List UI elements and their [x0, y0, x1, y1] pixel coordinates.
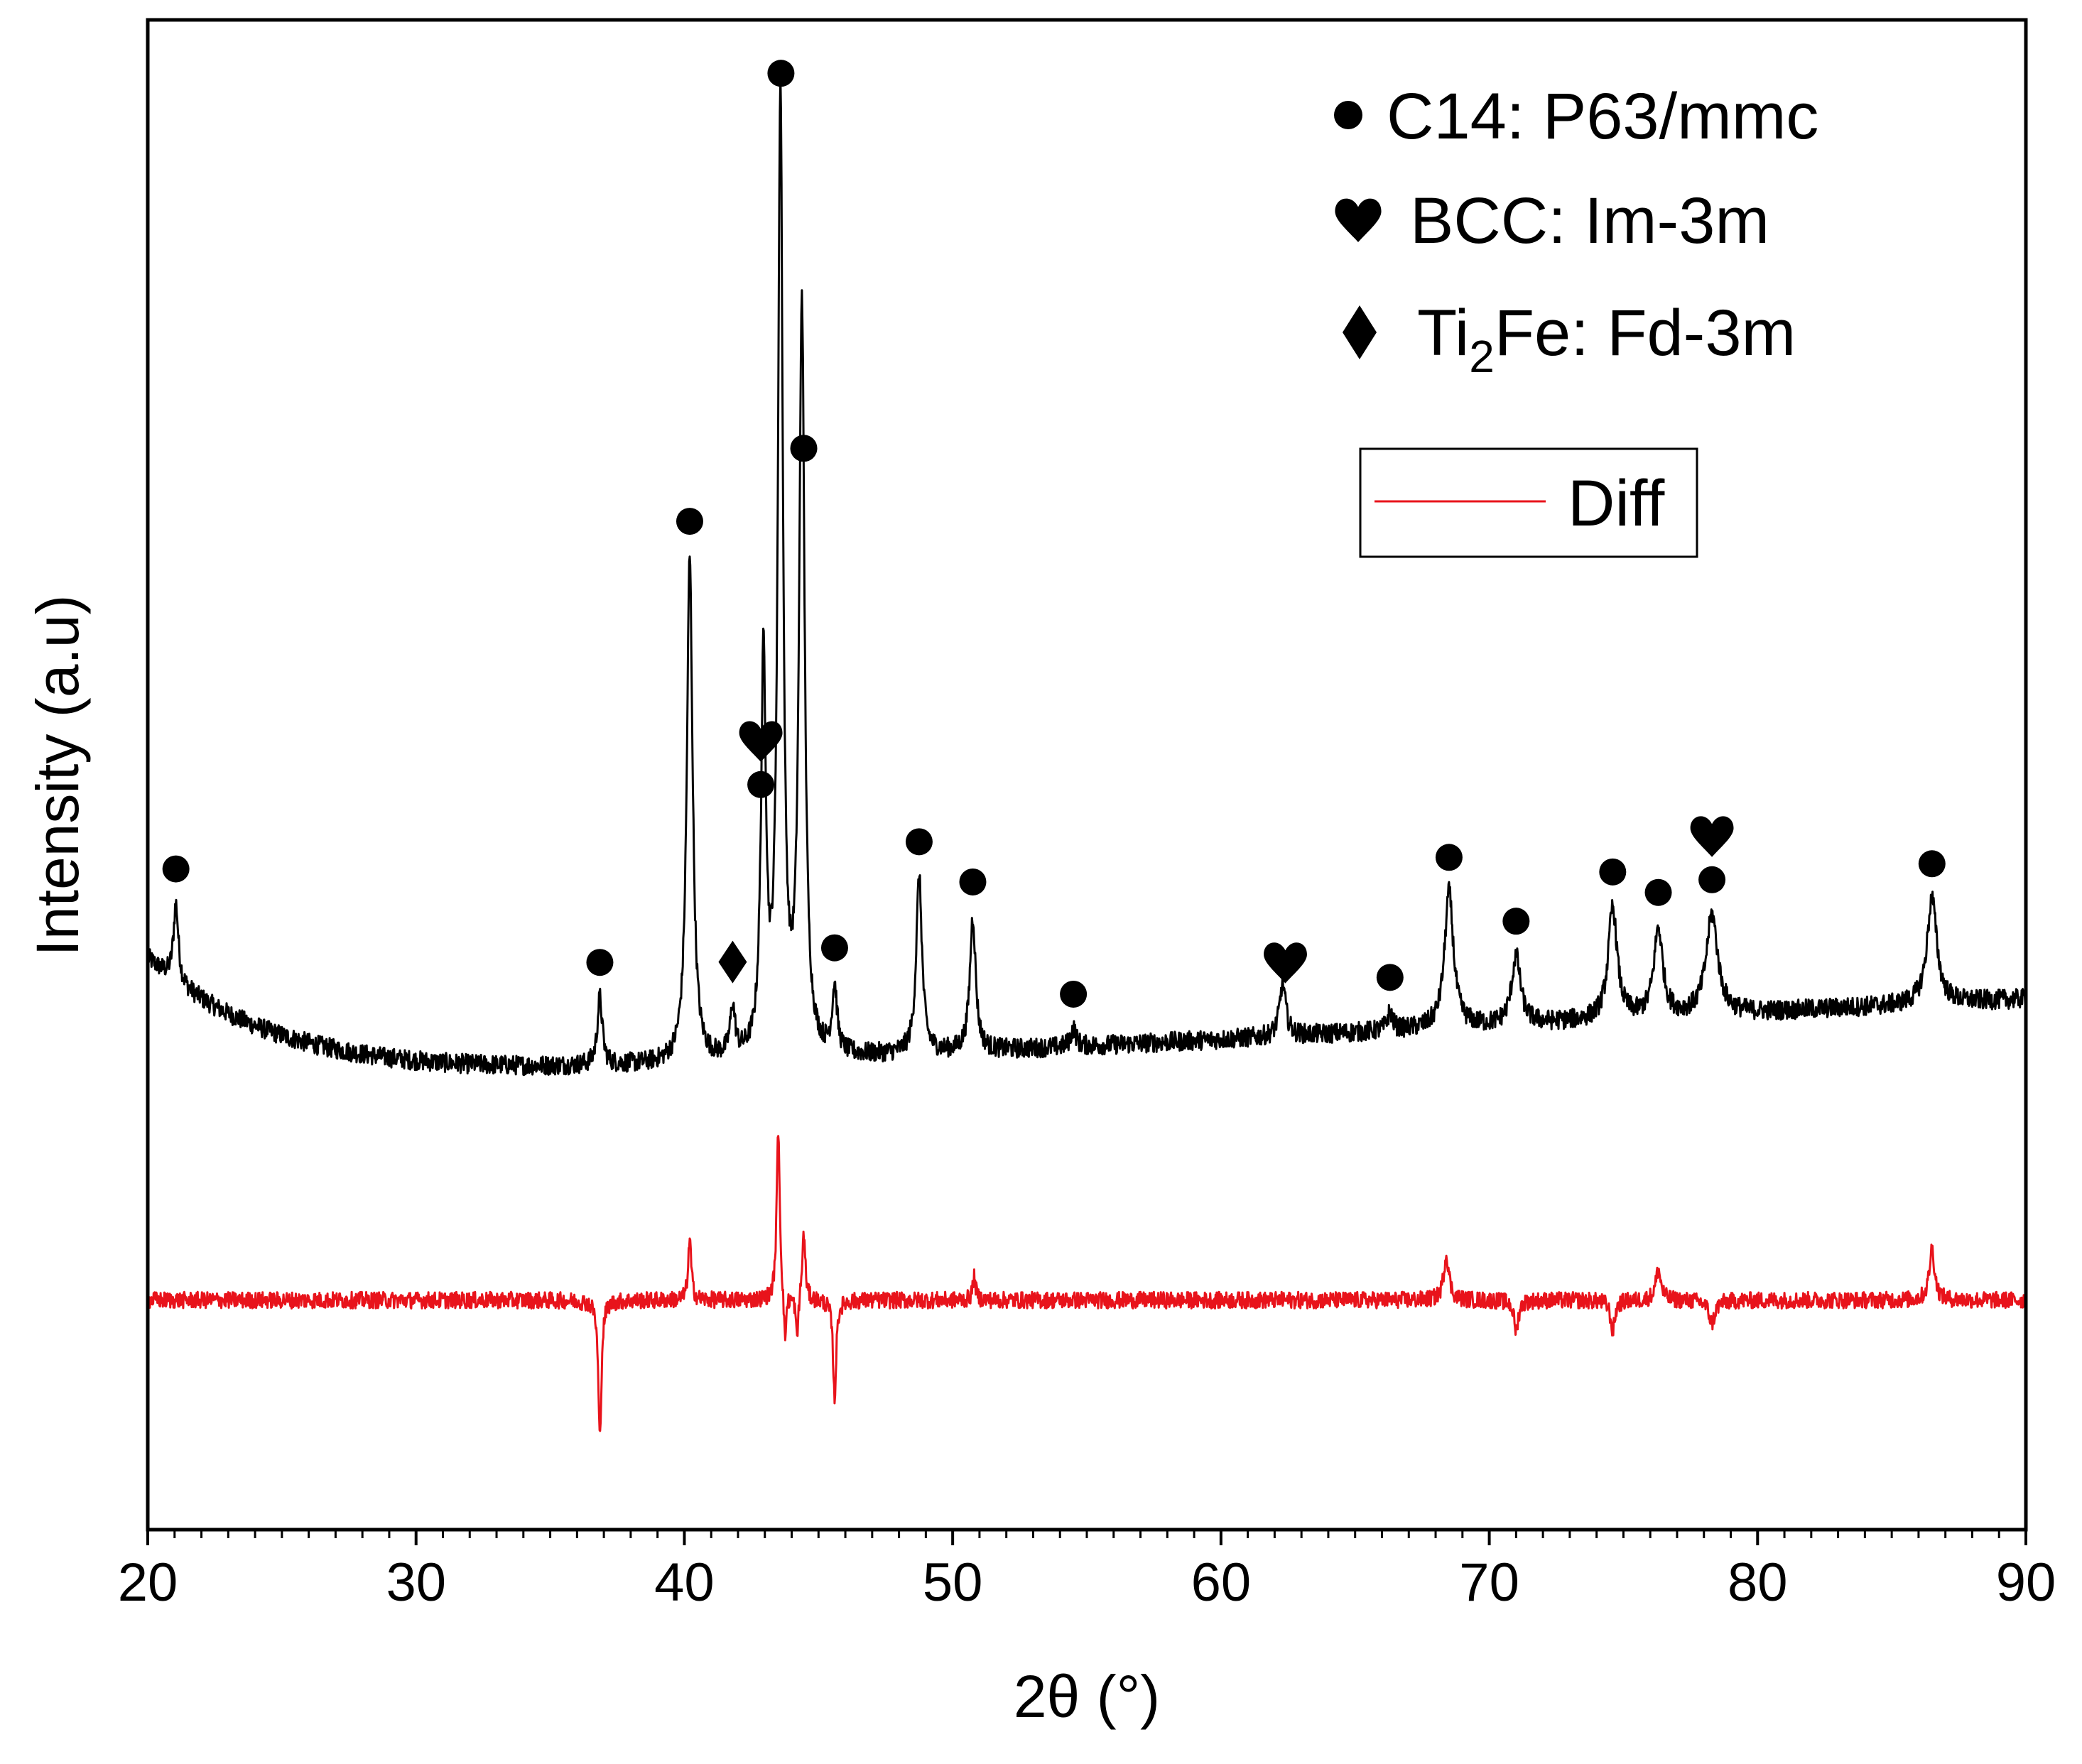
diamond-icon — [1343, 305, 1377, 359]
x-axis-title: 2θ (°) — [1014, 1663, 1160, 1730]
peak-marker-circle-icon — [1918, 850, 1946, 878]
phase-legend-item-bcc: BCC: Im-3m — [1335, 185, 1769, 257]
peak-marker-diamond-icon — [718, 940, 747, 984]
x-tick-label: 40 — [654, 1552, 715, 1613]
phase-legend-label-ti2fe: Ti2Fe: Fd-3m — [1417, 297, 1796, 382]
peak-marker-circle-icon — [1599, 858, 1627, 886]
x-tick-label: 30 — [386, 1552, 446, 1613]
peak-marker-circle-icon — [820, 934, 848, 962]
x-tick-label: 90 — [1996, 1552, 2056, 1613]
phase-legend: C14: P63/mmc BCC: Im-3m Ti2Fe: Fd-3m — [1334, 80, 1818, 382]
phase-legend-item-ti2fe: Ti2Fe: Fd-3m — [1343, 297, 1796, 382]
peak-marker-heart-icon — [1690, 816, 1734, 857]
circle-icon — [1334, 101, 1362, 129]
y-axis-title: Intensity (a.u) — [24, 595, 91, 957]
series-layer — [147, 75, 2027, 1432]
peak-marker-heart-icon — [1264, 942, 1307, 984]
series-line-observed — [147, 75, 2027, 1077]
x-tick-label: 20 — [118, 1552, 178, 1613]
x-tick-label: 70 — [1459, 1552, 1519, 1613]
peak-marker-circle-icon — [1435, 844, 1463, 871]
peak-marker-circle-icon — [1698, 866, 1726, 893]
peak-marker-circle-icon — [586, 949, 614, 976]
x-tick-label: 50 — [923, 1552, 983, 1613]
x-tick-label: 60 — [1191, 1552, 1252, 1613]
peak-marker-circle-icon — [162, 855, 190, 883]
diff-legend-label: Diff — [1568, 467, 1665, 540]
heart-icon — [1335, 198, 1382, 242]
peak-marker-layer — [162, 60, 1946, 1008]
x-tick-label: 80 — [1728, 1552, 1788, 1613]
series-legend-box — [1359, 447, 1698, 558]
peak-marker-circle-icon — [790, 435, 818, 462]
peak-marker-circle-icon — [959, 868, 987, 895]
peak-marker-circle-icon — [1502, 908, 1530, 935]
phase-legend-label-bcc: BCC: Im-3m — [1410, 185, 1769, 257]
series-line-diff — [147, 1135, 2027, 1432]
peak-marker-circle-icon — [905, 828, 933, 856]
peak-marker-circle-icon — [676, 508, 703, 535]
peak-marker-heart-icon — [739, 721, 783, 762]
peak-marker-circle-icon — [1060, 980, 1088, 1008]
peak-marker-circle-icon — [767, 60, 795, 87]
peak-marker-circle-icon — [1376, 964, 1404, 991]
series-legend: Diff — [1359, 447, 1698, 558]
x-axis-ticks: 20 30 40 50 60 70 80 90 — [118, 1530, 2056, 1613]
peak-marker-circle-icon — [747, 771, 775, 798]
phase-legend-label-c14: C14: P63/mmc — [1387, 80, 1818, 153]
peak-marker-circle-icon — [1644, 878, 1672, 906]
phase-legend-item-c14: C14: P63/mmc — [1334, 80, 1818, 153]
